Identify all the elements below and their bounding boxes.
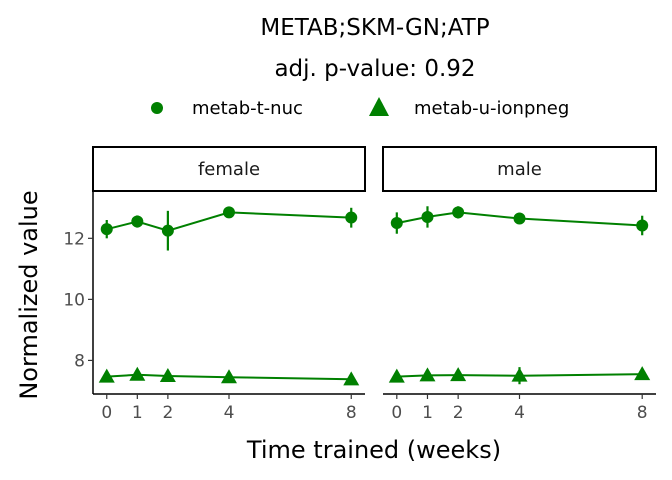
legend-key-circle bbox=[151, 102, 163, 114]
x-tick-label: 2 bbox=[453, 403, 464, 423]
data-point bbox=[129, 366, 146, 381]
legend-label-1: metab-u-ionpneg bbox=[414, 98, 569, 119]
x-tick-label: 0 bbox=[101, 403, 112, 423]
facet-strip-label: male bbox=[497, 159, 542, 180]
facet-panel-male: male 0 1 2 4 8 bbox=[382, 146, 657, 423]
data-point bbox=[636, 219, 649, 232]
data-point bbox=[161, 224, 174, 237]
x-tick-label: 2 bbox=[162, 403, 173, 423]
data-point bbox=[100, 223, 113, 236]
facet-strip bbox=[382, 146, 657, 192]
series-metab-t-nuc bbox=[100, 206, 358, 251]
legend-label-0: metab-t-nuc bbox=[192, 98, 303, 119]
x-axis-title: Time trained (weeks) bbox=[246, 436, 501, 464]
data-point bbox=[450, 367, 467, 382]
series-metab-t-nuc bbox=[390, 206, 649, 236]
data-point bbox=[421, 210, 434, 223]
series-metab-u-ionpneg bbox=[388, 366, 651, 385]
y-axis-title: Normalized value bbox=[15, 190, 43, 399]
x-tick-label: 8 bbox=[346, 403, 357, 423]
facet-strip-label: female bbox=[198, 159, 260, 180]
data-point bbox=[388, 368, 405, 383]
data-point bbox=[634, 366, 651, 381]
x-tick-label: 4 bbox=[514, 403, 525, 423]
chart-subtitle: adj. p-value: 0.92 bbox=[274, 56, 475, 82]
series-metab-u-ionpneg bbox=[98, 366, 360, 386]
x-tick-label: 1 bbox=[132, 403, 143, 423]
data-point bbox=[159, 367, 176, 382]
x-tick-label: 0 bbox=[391, 403, 402, 423]
data-point bbox=[452, 206, 465, 219]
x-tick-label: 1 bbox=[422, 403, 433, 423]
y-tick-label: 10 bbox=[63, 290, 85, 310]
data-point bbox=[343, 371, 360, 386]
y-tick-label: 12 bbox=[63, 229, 85, 249]
data-point bbox=[390, 217, 403, 230]
data-point bbox=[98, 368, 115, 383]
legend-key-triangle bbox=[369, 97, 389, 116]
data-point bbox=[419, 367, 436, 382]
data-point bbox=[345, 211, 358, 224]
data-point bbox=[221, 369, 237, 384]
x-tick-label: 4 bbox=[224, 403, 235, 423]
chart-title: METAB;SKM-GN;ATP bbox=[260, 15, 489, 41]
data-point bbox=[511, 367, 528, 382]
x-tick-label: 8 bbox=[637, 403, 648, 423]
y-tick-label: 8 bbox=[74, 351, 85, 371]
legend: metab-t-nuc metab-u-ionpneg bbox=[151, 97, 569, 119]
facet-strip bbox=[92, 146, 366, 192]
data-point bbox=[131, 215, 144, 228]
data-point bbox=[513, 212, 526, 225]
data-point bbox=[223, 206, 235, 219]
